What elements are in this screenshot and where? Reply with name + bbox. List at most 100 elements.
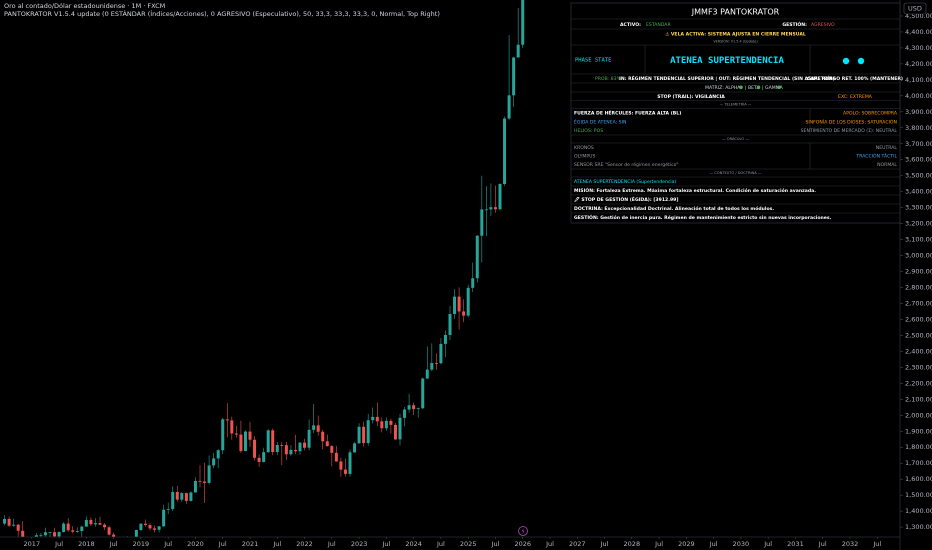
candle-body [480,209,484,236]
candle-body [139,523,143,530]
candle-body [421,378,425,409]
candle-body [193,480,197,493]
candle-body [325,441,329,447]
y-tick-label: 1,700.00 [905,459,932,467]
oracle-left: SENSOR SRE "Sensor de régimen energético… [574,161,679,168]
candle-body [289,449,293,455]
x-tick-label: 2017 [24,540,41,548]
candle-body [284,445,288,455]
panel-title: JMMF3 PANTOKRATOR [691,8,780,17]
candle-body [57,532,61,537]
candle-body [21,530,25,537]
x-tick-label: 2020 [187,540,204,548]
candle-body [62,523,66,533]
candle-body [221,419,225,451]
candle-body [98,523,102,525]
candle-body [80,526,84,532]
y-tick-label: 3,800.00 [905,124,932,132]
matrix-gamma: | GAMMA [762,85,784,91]
candle-body [180,493,184,500]
candle-body [257,457,261,462]
candle-body [339,461,343,470]
y-tick-label: 2,700.00 [905,299,932,307]
y-tick-label: 2,800.00 [905,284,932,292]
candle-body [171,491,175,510]
y-tick-label: 3,600.00 [905,156,932,164]
candle-body [12,524,16,526]
candle-body [198,480,202,482]
candle-body [153,528,157,530]
candle-body [439,343,443,364]
candle-body [293,449,297,452]
x-tick-label: Jul [272,540,281,548]
candle-body [330,446,334,453]
x-tick-label: Jul [163,540,172,548]
indicator-panel: JMMF3 PANTOKRATOR ACTIVO: ESTANDAR GESTI… [570,2,903,224]
candle-body [271,430,275,453]
candle-body [166,509,170,510]
matrix-dot [739,85,743,90]
y-tick-label: 3,100.00 [905,236,932,244]
candle-body [430,363,434,370]
candle-body [507,95,511,119]
x-tick-label: 2019 [133,540,150,548]
candle-body [362,426,366,444]
telemetry-right: SINFONÍA DE LOS DIOSES: SATURACIÓN [805,119,897,126]
candle-body [393,424,397,440]
telemetry-left: HELIOS: POS [574,128,603,134]
context-line: 🖊 STOP DE GESTIÓN (ÉGIDA): [3912.99] [574,195,678,203]
x-tick-label: 2023 [351,540,368,548]
candle-body [389,420,393,425]
gestion: AGRESIVO [811,22,835,28]
phase-dot [842,57,850,65]
currency-box[interactable] [903,2,927,15]
candle-body [53,532,57,537]
event-icon[interactable] [518,526,528,536]
stop-trail: STOP (TRAIL): VIGILANCIA [657,94,725,100]
candle-body [412,405,416,410]
candle-body [157,526,161,530]
candle-body [398,417,402,440]
context-line: MISIÓN: Fortaleza Extrema. Máxima fortal… [574,187,816,194]
candle-body [366,420,370,444]
candle-body [225,419,229,421]
probability: PROB: 83% [595,76,622,82]
y-tick-label: 2,600.00 [905,315,932,323]
telemetry-right: SENTIMIENTO DE MERCADO (Σ): NEUTRAL [801,128,898,134]
candle-body [348,452,352,474]
candle-body [7,518,11,526]
candle-body [66,523,70,531]
y-tick-label: 4,200.00 [905,60,932,68]
candle-body [475,235,479,279]
x-tick-label: Jul [600,540,609,548]
chart-title: Oro al contado/Dólar estadounidense · 1M… [4,2,165,10]
x-tick-label: 2032 [842,540,859,548]
candle-body [112,534,116,537]
y-tick-label: 1,900.00 [905,427,932,435]
phase-state: ATENEA SUPERTENDENCIA [670,56,784,66]
x-tick-label: Jul [763,540,772,548]
candle-body [416,408,420,410]
event-bolt [521,528,525,534]
candle-body [512,57,516,96]
candle-body [462,311,466,316]
candle-body [239,434,243,452]
y-tick-label: 3,900.00 [905,108,932,116]
x-tick-label: 2026 [514,540,531,548]
matrix-dot [756,85,761,90]
indicator-settings: PANTOKRATOR V1.5.4 update (0 ESTÁNDAR (Í… [4,9,440,18]
candle-body [334,452,338,462]
candle-body [516,44,520,58]
context-header: — CONTEXTO / DOCTRINA — [710,171,762,175]
x-tick-label: 2029 [678,540,695,548]
candle-body [353,443,357,453]
plot-area [3,0,525,537]
matrix-beta: | BETA [745,85,761,91]
matrix-dot [777,85,781,90]
candle-body [234,433,238,435]
telemetry-left: ÉGIDA DE ATENEA: SIN [574,118,626,126]
warning: ⚠ VELA ACTIVA: SISTEMA AJUSTA EN CIERRE … [665,32,806,38]
candle-body [43,532,47,536]
y-tick-label: 4,000.00 [905,92,932,100]
candle-body [303,442,307,448]
